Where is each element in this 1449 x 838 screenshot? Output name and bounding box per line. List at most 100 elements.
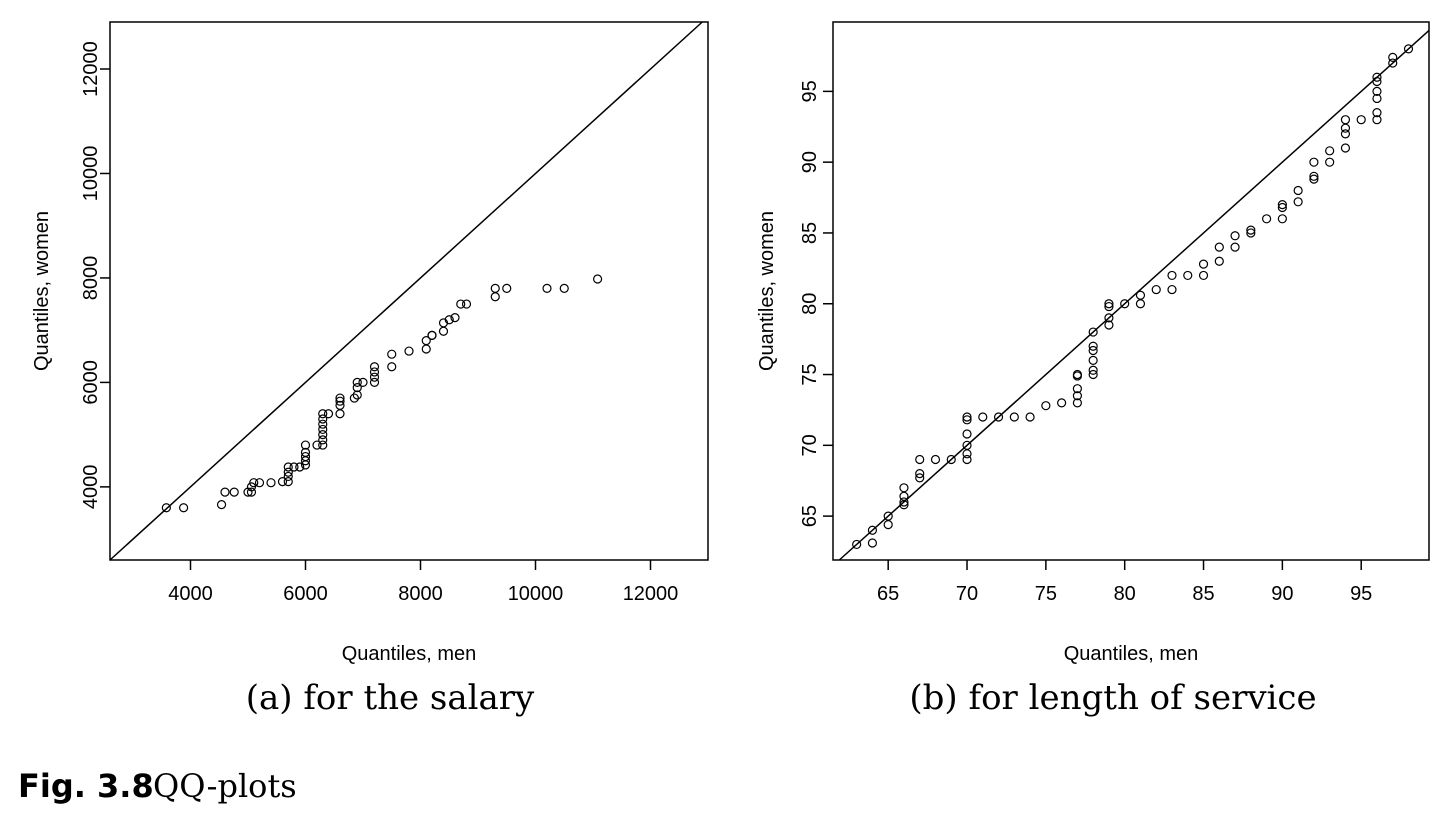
data-point [1356,115,1366,125]
data-point [1088,345,1098,356]
y-tick-label: 10000 [80,146,102,202]
figure-label: Fig. 3.8 [18,767,154,805]
y-tick-label: 70 [799,434,821,456]
x-tick-label: 75 [1035,583,1057,605]
data-point [542,283,552,293]
data-point [559,283,569,293]
data-point [289,462,299,472]
data-point [1372,86,1382,96]
data-point [1214,242,1224,252]
data-point [1025,412,1035,422]
data-point [456,299,466,309]
data-point [1388,52,1398,62]
data-point [867,538,878,548]
data-point [1372,72,1382,82]
data-point [266,478,276,488]
data-point [1104,313,1114,323]
data-point [1088,365,1098,375]
x-tick-label: 80 [1114,583,1136,605]
data-point [318,414,328,424]
data-point [592,274,603,284]
data-point [404,346,414,356]
data-point [450,313,460,323]
data-point [387,349,397,359]
data-point [930,454,941,465]
data-point [1104,301,1114,312]
data-point [883,511,893,521]
x-tick-label: 90 [1271,583,1293,605]
data-point [1261,214,1272,224]
x-tick-label: 65 [877,583,899,605]
data-point [1057,398,1067,408]
x-tick-label: 10000 [508,583,564,605]
panel-caption: (b) for length of service [909,678,1316,718]
data-point [1309,174,1319,184]
data-point [295,462,305,472]
y-axis-label: Quantiles, women [31,211,53,371]
y-tick-label: 95 [799,80,821,102]
data-point [283,471,293,482]
y-axis-label: Quantiles, women [756,211,778,371]
data-point [335,393,345,403]
x-tick-label: 85 [1192,583,1214,605]
y-tick-label: 65 [799,505,821,527]
data-point [161,503,171,513]
y-tick-label: 85 [799,222,821,244]
data-point [1072,384,1082,394]
data-point [1372,115,1382,125]
data-point [1230,242,1240,252]
data-point [1340,115,1351,125]
y-tick-label: 8000 [80,256,102,301]
data-point [1340,129,1351,139]
data-point [899,483,909,493]
data-point [461,299,472,309]
data-point [899,497,909,507]
figure-text: QQ-plots [153,767,297,805]
data-point [1135,299,1146,309]
data-point [1072,398,1082,408]
data-point [438,326,449,336]
data-point [421,336,431,346]
data-point [352,377,362,388]
data-point [1340,143,1351,153]
data-point [962,440,972,450]
data-point [369,362,380,372]
y-tick-label: 75 [799,363,821,385]
data-point [1104,320,1114,330]
data-point [1293,185,1303,196]
data-point [254,478,265,488]
data-point [1277,200,1287,210]
data-point [1120,299,1130,309]
data-point [915,469,925,479]
data-point [962,415,972,425]
data-point [283,467,293,477]
x-tick-label: 6000 [283,583,328,605]
data-point [883,520,893,530]
data-point [369,377,380,388]
data-point [490,292,500,302]
data-point [1167,284,1177,295]
data-point [318,419,328,429]
data-point [1088,355,1098,365]
data-point [915,473,925,483]
data-point [1072,369,1082,380]
data-point [1277,202,1287,213]
data-point [1198,270,1209,281]
data-point [1088,369,1098,380]
data-point [915,454,925,465]
y-tick-label: 12000 [80,41,102,97]
data-point [335,409,345,419]
data-point [867,525,878,535]
y-tick-label: 4000 [80,465,102,510]
data-point [993,412,1004,422]
data-point [1104,299,1114,309]
data-point [283,462,293,472]
data-point [358,377,368,388]
data-point [220,487,230,497]
data-point [349,393,359,403]
reference-line [838,29,1430,561]
x-tick-label: 12000 [623,583,679,605]
data-point [335,400,345,410]
data-point [490,283,500,293]
